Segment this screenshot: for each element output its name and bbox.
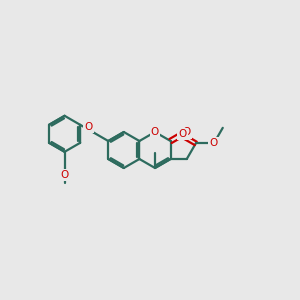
Text: O: O xyxy=(210,138,218,148)
Text: O: O xyxy=(178,129,187,139)
Text: O: O xyxy=(85,122,93,132)
Text: O: O xyxy=(151,127,159,137)
Text: O: O xyxy=(182,127,191,137)
Text: O: O xyxy=(61,170,69,180)
